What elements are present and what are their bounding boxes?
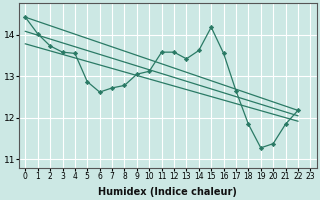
X-axis label: Humidex (Indice chaleur): Humidex (Indice chaleur) [98,187,237,197]
